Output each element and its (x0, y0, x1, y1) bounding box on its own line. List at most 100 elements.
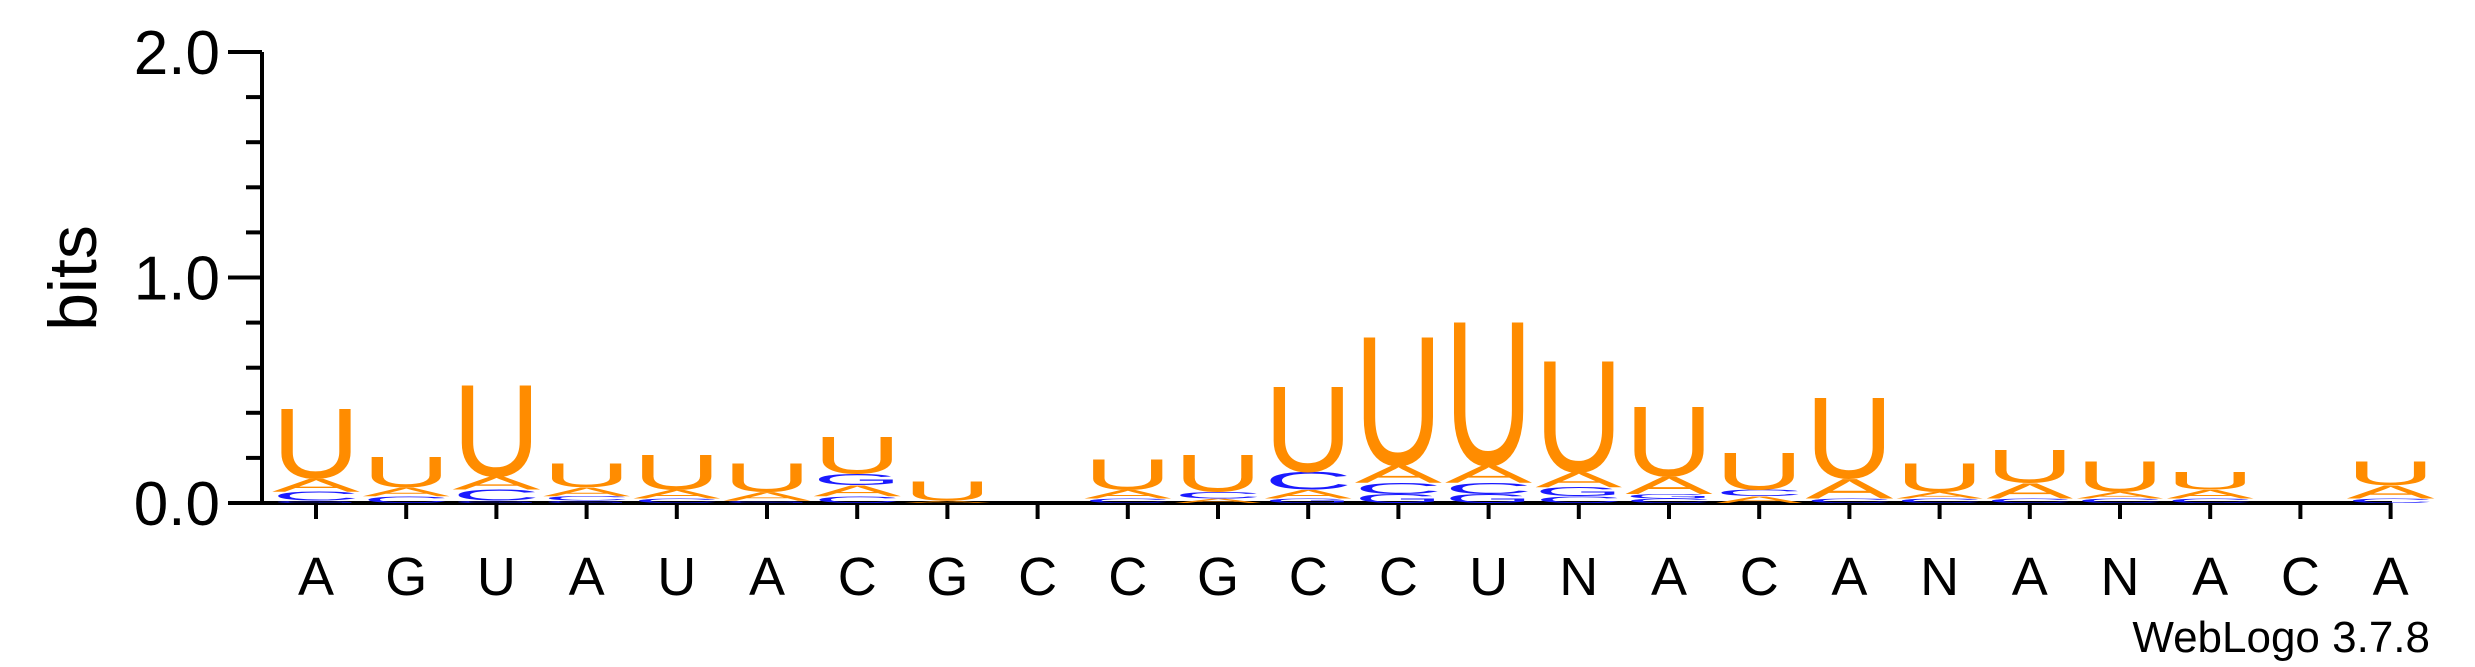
logo-letter-G: G (723, 500, 811, 503)
y-tick-label: 0.0 (134, 470, 220, 539)
x-tick-label: N (1559, 547, 1598, 607)
logo-letter-A: A (2347, 482, 2435, 503)
letter-stack: ACU (1174, 444, 1262, 505)
logo-letter-U: U (633, 444, 721, 500)
logo-letter-U: U (2076, 452, 2164, 501)
logo-letter-C: C (1535, 495, 1623, 505)
x-tick-label: C (838, 547, 877, 607)
letter-stack: CAU (1896, 455, 1984, 504)
letter-stack: CAU (633, 444, 721, 504)
letter-stack: CAU (1986, 440, 2074, 504)
logo-letter-A: A (2167, 487, 2254, 501)
logo-letter-A: A (1535, 467, 1622, 491)
logo-letter-A: A (1445, 460, 1533, 488)
logo-letter-U: U (2347, 454, 2435, 492)
logo-letter-A: A (1986, 479, 2073, 503)
x-tick-label: C (1108, 547, 1147, 607)
logo-letter-A: A (363, 485, 450, 499)
logo-letter-C: C (1986, 497, 2074, 504)
logo-letter-A: A (1084, 487, 1171, 501)
logo-letter-C: C (2166, 497, 2254, 504)
x-tick-label: G (385, 547, 427, 607)
logo-letter-C: C (1625, 497, 1713, 504)
logo-letter-U: U (452, 357, 540, 504)
x-tick-label: A (298, 547, 334, 607)
logo-letter-C: C (2076, 497, 2164, 504)
x-tick-label: U (477, 547, 516, 607)
x-tick-label: N (2101, 547, 2140, 607)
logo-letter-G: G (1264, 497, 1352, 504)
letter-stack: AU (903, 475, 991, 507)
logo-letter-C: C (1354, 480, 1442, 497)
logo-letter-A: A (723, 489, 810, 503)
logo-letter-A: A (1716, 494, 1803, 505)
logo-letter-U: U (1535, 328, 1623, 507)
logo-letter-C: C (1084, 497, 1172, 504)
logo-letter-U: U (813, 426, 901, 485)
logo-letter-U: U (362, 448, 450, 497)
logo-letter-U: U (1986, 440, 2074, 493)
x-tick-label: U (1469, 547, 1508, 607)
y-tick-label: 1.0 (134, 245, 220, 314)
x-tick-label: N (1920, 547, 1959, 607)
logo-letter-C: C (1445, 480, 1533, 497)
logo-letter-A: A (2077, 490, 2164, 501)
logo-letter-U: U (2166, 467, 2254, 495)
logo-letter-C: C (1715, 488, 1803, 498)
logo-letter-U: U (1805, 374, 1893, 504)
x-tick-label: C (1740, 547, 1779, 607)
letter-stack: CAU (362, 448, 450, 505)
y-axis-label: bits (35, 225, 111, 331)
letter-stack: ACU (1715, 441, 1803, 505)
logo-letter-A: A (904, 500, 991, 503)
letter-stack: CAU (1084, 450, 1172, 504)
logo-letter-G: G (1354, 492, 1442, 506)
logo-letter-A: A (813, 482, 901, 500)
logo-letter-U: U (1174, 444, 1262, 503)
logo-letter-A: A (1265, 487, 1352, 501)
logo-letter-C: C (1805, 497, 1893, 504)
logo-letter-U: U (543, 456, 631, 494)
logo-letter-A: A (1805, 473, 1894, 504)
x-tick-label: C (1379, 547, 1418, 607)
logo-letter-U: U (1084, 450, 1172, 499)
x-tick-label: G (1197, 547, 1239, 607)
x-tick-label: A (2373, 547, 2409, 607)
x-tick-label: A (2012, 547, 2048, 607)
x-tick-label: C (1289, 547, 1328, 607)
logo-letter-C: C (2347, 497, 2435, 504)
letter-stack: CAU (2347, 454, 2435, 505)
logo-letter-G: G (1445, 492, 1533, 506)
logo-letter-A: A (543, 485, 630, 499)
logo-letter-U: U (1264, 361, 1352, 497)
logo-letter-U: U (1896, 455, 1984, 500)
logo-letter-U: U (1354, 298, 1442, 505)
x-tick-label: A (1651, 547, 1687, 607)
logo-letter-G: G (543, 500, 631, 503)
logo-letter-C: C (813, 495, 901, 505)
letter-stack: CAU (1805, 374, 1894, 505)
logo-letter-C: C (452, 487, 540, 504)
weblogo-credit: WebLogo 3.7.8 (2132, 613, 2430, 662)
logo-letter-G: G (452, 500, 540, 503)
logo-letter-A: A (1896, 490, 1983, 501)
x-tick-label: A (2192, 547, 2228, 607)
logo-letter-U: U (1445, 277, 1533, 508)
logo-letter-A: A (633, 487, 720, 501)
x-tick-label: A (749, 547, 785, 607)
logo-letter-G: G (1625, 493, 1713, 500)
logo-letter-C: C (1174, 490, 1262, 500)
logo-letter-C: C (272, 490, 360, 504)
